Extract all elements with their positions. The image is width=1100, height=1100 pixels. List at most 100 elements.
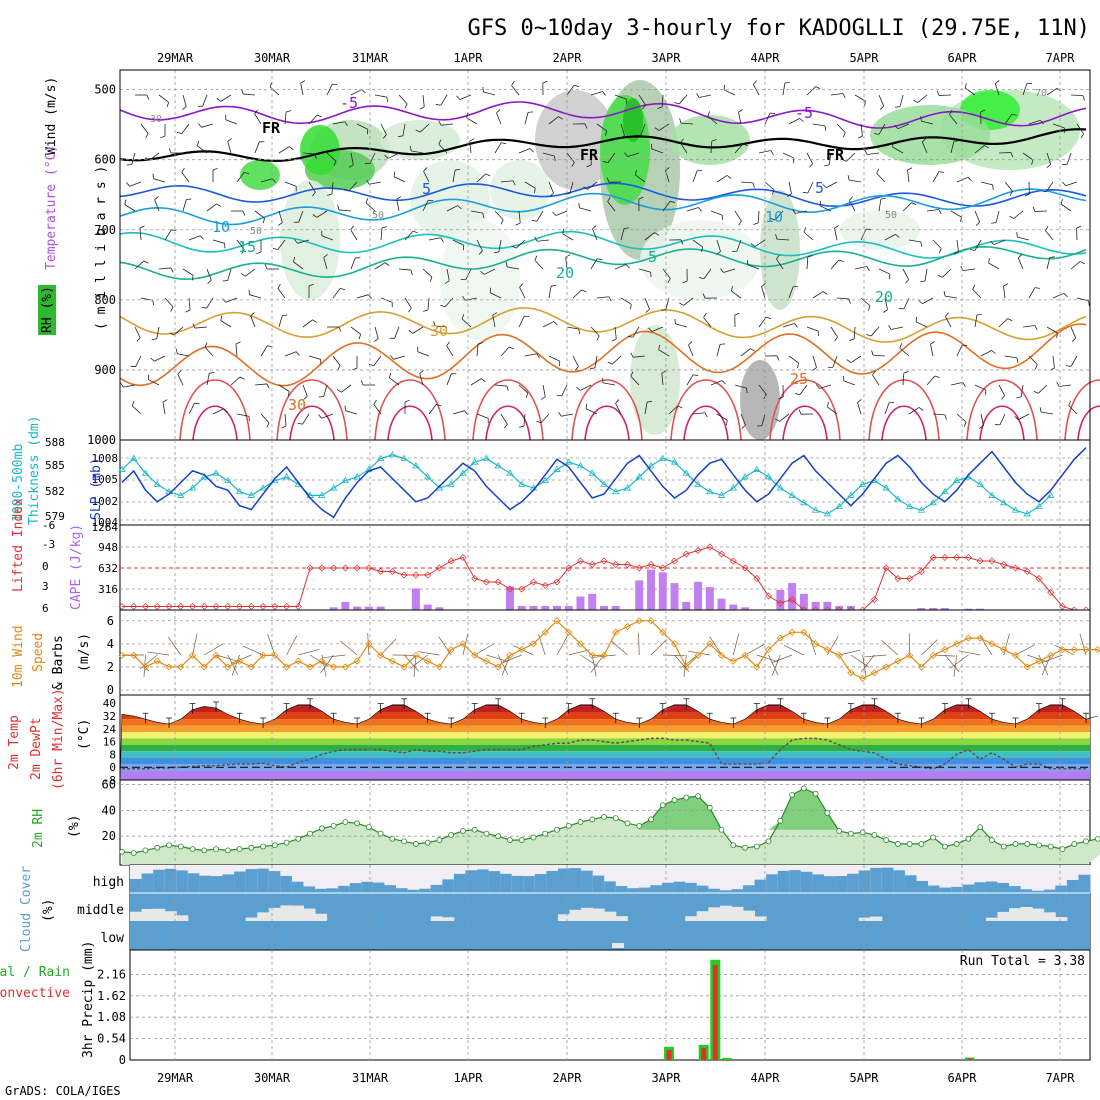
wind-barb [293, 261, 304, 270]
cloud-high-cell [1009, 886, 1022, 893]
wind-barb-flag [642, 104, 646, 110]
thickness-marker [259, 484, 267, 491]
cloud-high-cell [581, 870, 594, 893]
rh2m-marker [636, 822, 643, 829]
wind-barb-flag [287, 391, 290, 397]
wind-barb-flag [480, 270, 485, 275]
cape-tick-label: 632 [98, 562, 118, 575]
cloud-high-cell [881, 867, 894, 893]
wind-barb [350, 89, 362, 96]
wind-barb-flag [154, 196, 159, 201]
wind-barb [212, 239, 225, 244]
li-marker [400, 571, 408, 579]
wind-barb-flag [630, 371, 634, 377]
thickness-marker [400, 454, 408, 461]
cape-bar [940, 607, 949, 610]
wind-barb-flag [799, 118, 804, 122]
temp-band [120, 732, 1090, 739]
wind10-barb [501, 654, 522, 664]
cloud-high-cell [176, 870, 189, 893]
wind10-marker [247, 663, 255, 671]
contour-label: 70 [1035, 88, 1047, 99]
wind-barb [607, 152, 616, 163]
wind10-marker [482, 657, 491, 665]
wind-barb [494, 210, 504, 221]
wind-barb-flag [1076, 225, 1082, 229]
wind10-marker [694, 651, 702, 659]
wind-barb [980, 181, 993, 186]
temp-minmax-whiskers [142, 698, 1089, 728]
wind-barb-flag [350, 225, 354, 231]
cloud-middle-cell [743, 910, 756, 921]
wind-barb [692, 170, 698, 183]
wind-barb [182, 199, 187, 212]
wind-barbs [120, 80, 1090, 429]
rh2m-marker [542, 830, 549, 837]
wind10-barb [286, 635, 298, 656]
wind-barb-flag [720, 343, 726, 345]
wind-barb-flag [285, 110, 291, 113]
wind-barb [740, 413, 746, 426]
wind-barb-flag [648, 327, 653, 332]
wind-barb-flag [765, 316, 771, 319]
wind-barb-flag [930, 341, 935, 345]
wind-barb [339, 209, 352, 212]
precip-tick-label: 2.16 [97, 967, 126, 981]
wind-barb [496, 112, 502, 125]
rh2m-marker [683, 794, 690, 801]
rh2m-marker [471, 826, 478, 833]
wind10-barb [933, 654, 956, 657]
cloud-high-cell [1066, 879, 1079, 893]
temp2m-tick-label: 16 [103, 736, 116, 749]
wind-barb-flag [847, 175, 850, 181]
wind10-barb [638, 633, 640, 656]
wind10-barb [591, 654, 597, 677]
thickness-marker [1000, 499, 1008, 506]
ylabel-precip: 3hr Precip (mm) [81, 941, 96, 1058]
cape-bar [364, 606, 373, 610]
wind-barb [974, 210, 981, 223]
contour-label: 5 [815, 179, 824, 197]
wind-barb [678, 94, 688, 105]
wind-barb [235, 344, 238, 357]
thickness-marker [706, 487, 714, 495]
rh2m-marker [189, 846, 196, 852]
cloud-high-cell [280, 875, 293, 893]
wind10-grid [120, 610, 1090, 695]
rh2m-marker [377, 830, 384, 837]
wind-barb-flag [366, 179, 370, 185]
wind10-marker [235, 657, 244, 665]
cape-bars [329, 569, 985, 610]
rh2m-markers [119, 785, 1100, 856]
wind-barb [572, 355, 579, 367]
date-label-bottom: 3APR [652, 1071, 682, 1085]
cloud-high-bg [1043, 865, 1056, 893]
date-label-bottom: 6APR [948, 1071, 978, 1085]
wind-barb [998, 384, 1005, 396]
wind-barb-flag [262, 218, 265, 224]
thickness-marker [847, 491, 855, 498]
cloud-cells [130, 865, 1091, 950]
wind-barb [644, 402, 648, 415]
wind-barb [980, 413, 984, 426]
wind-barb [993, 239, 1006, 246]
cape-grid [120, 525, 1090, 610]
wind-barb-flag [397, 135, 403, 138]
wind-barb-flag [436, 404, 442, 407]
wind-barb [404, 297, 412, 309]
wind-barb [561, 384, 568, 396]
surface-temp-contour [192, 405, 238, 441]
wind-barb-flag [980, 109, 986, 113]
wind10-marker [388, 657, 396, 665]
wind10-marker [353, 657, 361, 665]
wind-barb-flag [150, 357, 155, 362]
cloud-high-cell [419, 888, 432, 893]
wind-barb-flag [508, 346, 514, 350]
wind-barb [331, 181, 334, 194]
wind-barb-flag [857, 135, 863, 139]
temperature-contour [119, 188, 1087, 226]
wind-barb-flag [519, 283, 524, 288]
li-marker [659, 564, 667, 572]
wind-barb [681, 122, 694, 125]
